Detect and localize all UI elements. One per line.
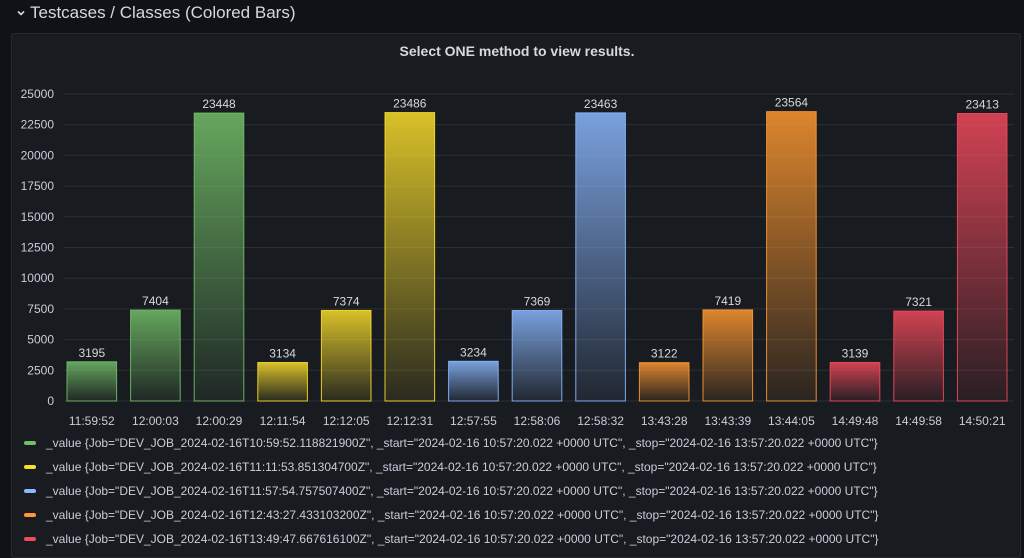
x-tick-label: 13:44:05: [768, 414, 815, 428]
bar-data-label: 3122: [651, 347, 678, 361]
x-tick-label: 12:11:54: [260, 414, 306, 428]
bar-data-label: 3234: [460, 345, 487, 359]
legend-label: _value {Job="DEV_JOB_2024-02-16T10:59:52…: [46, 436, 878, 450]
x-tick-label: 11:59:52: [69, 414, 115, 428]
x-tick-label: 14:49:58: [895, 414, 942, 428]
y-tick-label: 20000: [21, 148, 55, 162]
x-tick-label: 12:58:32: [577, 414, 624, 428]
x-tick-label: 13:43:39: [704, 414, 751, 428]
legend-swatch: [24, 441, 36, 445]
bar-chart: 0 2500 5000 7500 10000 12500 15000 17500 20000 22…: [21, 87, 1014, 428]
bar-data-label: 7374: [333, 294, 360, 308]
legend-item[interactable]: _value {Job="DEV_JOB_2024-02-16T12:43:27…: [24, 507, 879, 523]
x-tick-label: 14:49:48: [832, 414, 879, 428]
x-tick-label: 12:57:55: [450, 414, 497, 428]
bar-data-label: 3134: [269, 347, 296, 361]
row-header[interactable]: Testcases / Classes (Colored Bars): [0, 0, 1024, 26]
y-tick-label: 22500: [21, 118, 55, 132]
x-tick-label: 12:00:29: [196, 414, 243, 428]
bar[interactable]: [638, 362, 690, 402]
x-tick-label: 12:12:05: [323, 414, 370, 428]
bar[interactable]: [829, 361, 881, 402]
bar[interactable]: [66, 361, 118, 402]
legend-swatch: [24, 513, 36, 517]
chart-panel: Select ONE method to view results. 0 2500…: [11, 33, 1021, 558]
x-tick-label: 12:00:03: [132, 414, 179, 428]
x-tick-label: 12:12:31: [386, 414, 433, 428]
y-tick-label: 12500: [21, 241, 55, 255]
legend-item[interactable]: _value {Job="DEV_JOB_2024-02-16T11:57:54…: [24, 483, 878, 499]
bar[interactable]: [448, 360, 499, 402]
bar-data-label: 3195: [78, 346, 105, 360]
legend-swatch: [24, 537, 36, 541]
y-tick-label: 2500: [27, 363, 54, 377]
bar[interactable]: [893, 310, 944, 402]
y-tick-label: 15000: [21, 210, 55, 224]
y-tick-label: 7500: [27, 302, 54, 316]
y-tick-label: 10000: [21, 271, 55, 285]
y-tick-label: 0: [47, 394, 54, 408]
legend-swatch: [24, 465, 36, 469]
x-tick-label: 13:43:28: [641, 414, 688, 428]
y-tick-label: 5000: [27, 333, 54, 347]
bar-data-label: 7419: [714, 294, 741, 308]
bar-data-label: 23486: [393, 97, 427, 111]
bar[interactable]: [257, 362, 308, 402]
bar-data-label: 3139: [842, 346, 869, 360]
y-tick-label: 25000: [21, 87, 55, 101]
bar[interactable]: [130, 309, 181, 402]
bar-data-label: 23413: [966, 97, 1000, 111]
bar[interactable]: [320, 309, 372, 402]
legend-label: _value {Job="DEV_JOB_2024-02-16T12:43:27…: [46, 508, 879, 522]
x-tick-label: 14:50:21: [959, 414, 1006, 428]
bar-data-label: 23448: [202, 97, 236, 111]
row-title[interactable]: Testcases / Classes (Colored Bars): [30, 3, 296, 22]
bar[interactable]: [766, 111, 817, 402]
bar-data-label: 7404: [142, 294, 169, 308]
legend-label: _value {Job="DEV_JOB_2024-02-16T11:11:53…: [46, 460, 877, 474]
x-tick-label: 12:58:06: [514, 414, 561, 428]
y-tick-label: 17500: [21, 179, 55, 193]
legend-label: _value {Job="DEV_JOB_2024-02-16T13:49:47…: [46, 532, 879, 546]
bar[interactable]: [575, 112, 626, 402]
bar-data-label: 23564: [775, 96, 809, 110]
bar[interactable]: [956, 112, 1008, 402]
bar[interactable]: [702, 309, 754, 402]
legend-swatch: [24, 489, 36, 493]
bar-data-label: 7369: [524, 295, 551, 309]
bar-data-label: 23463: [584, 97, 618, 111]
bar[interactable]: [384, 112, 436, 402]
legend-item[interactable]: _value {Job="DEV_JOB_2024-02-16T11:11:53…: [24, 459, 877, 475]
chevron-down-icon[interactable]: [16, 8, 26, 18]
legend-item[interactable]: _value {Job="DEV_JOB_2024-02-16T13:49:47…: [24, 531, 879, 547]
bar-data-label: 7321: [905, 295, 932, 309]
bar[interactable]: [511, 310, 563, 402]
legend-item[interactable]: _value {Job="DEV_JOB_2024-02-16T10:59:52…: [24, 435, 878, 451]
bar[interactable]: [193, 112, 245, 402]
legend-label: _value {Job="DEV_JOB_2024-02-16T11:57:54…: [46, 484, 878, 498]
panel-title[interactable]: Select ONE method to view results.: [399, 43, 635, 59]
